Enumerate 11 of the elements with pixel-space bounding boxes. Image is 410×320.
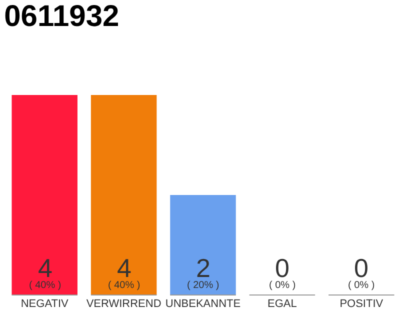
data-label: 0 ( 0% ) <box>348 253 375 291</box>
x-tick-label: POSITIV <box>340 298 384 310</box>
x-tick-label: EGAL <box>268 298 297 310</box>
data-label: 4 ( 40% ) <box>29 253 62 291</box>
chart-title: 0611932 <box>4 0 120 33</box>
x-tick-label: VERWIRREND <box>86 298 162 310</box>
data-label: 2 ( 20% ) <box>187 253 220 291</box>
x-tick-label: NEGATIV <box>20 298 69 310</box>
data-label: 0 ( 0% ) <box>269 253 296 291</box>
x-tick-label: UNBEKANNTE <box>165 298 241 310</box>
data-label: 4 ( 40% ) <box>108 253 140 291</box>
